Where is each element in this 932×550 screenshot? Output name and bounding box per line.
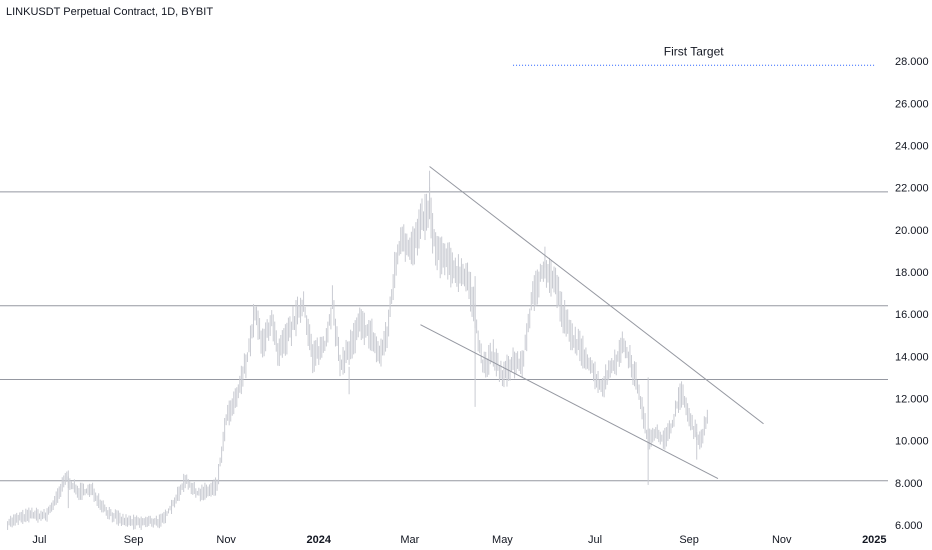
target-label: First Target [664, 44, 724, 58]
y-axis: 6.000 8.000 10.000 12.000 14.000 16.000 18.000… [895, 56, 929, 532]
y-tick-label: 14.000 [895, 351, 929, 363]
trendlines [420, 166, 764, 480]
trendline-0[interactable] [429, 166, 764, 425]
x-tick-label: May [492, 534, 513, 546]
target-group: First Target [513, 44, 875, 66]
y-tick-label: 28.000 [895, 56, 929, 68]
x-axis: Jul Sep Nov 2024 Mar May Jul Sep Nov 2025 [32, 534, 886, 546]
y-tick-label: 26.000 [895, 98, 929, 110]
y-tick-label: 20.000 [895, 225, 929, 237]
y-tick-label: 12.000 [895, 393, 929, 405]
price-series [7, 170, 708, 530]
y-tick-label: 8.000 [895, 478, 923, 490]
x-tick-label: Nov [216, 534, 236, 546]
x-tick-label: 2024 [307, 534, 332, 546]
y-tick-label: 24.000 [895, 140, 929, 152]
y-tick-label: 16.000 [895, 309, 929, 321]
chart-title: LINKUSDT Perpetual Contract, 1D, BYBIT [6, 6, 214, 18]
x-tick-label: 2025 [862, 534, 886, 546]
horizontal-levels [0, 191, 888, 482]
x-tick-label: Jul [588, 534, 602, 546]
y-tick-label: 6.000 [895, 520, 923, 532]
x-tick-label: Sep [124, 534, 144, 546]
y-tick-label: 10.000 [895, 436, 929, 448]
x-tick-label: Mar [400, 534, 419, 546]
y-tick-label: 18.000 [895, 267, 929, 279]
y-tick-label: 22.000 [895, 183, 929, 195]
trendline-1[interactable] [420, 324, 719, 480]
x-tick-label: Jul [32, 534, 46, 546]
x-tick-label: Sep [679, 534, 699, 546]
x-tick-label: Nov [772, 534, 792, 546]
